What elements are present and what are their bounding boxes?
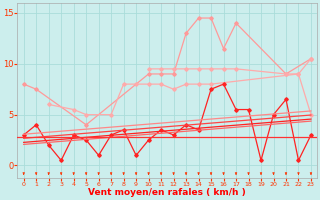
X-axis label: Vent moyen/en rafales ( km/h ): Vent moyen/en rafales ( km/h ) xyxy=(88,188,246,197)
